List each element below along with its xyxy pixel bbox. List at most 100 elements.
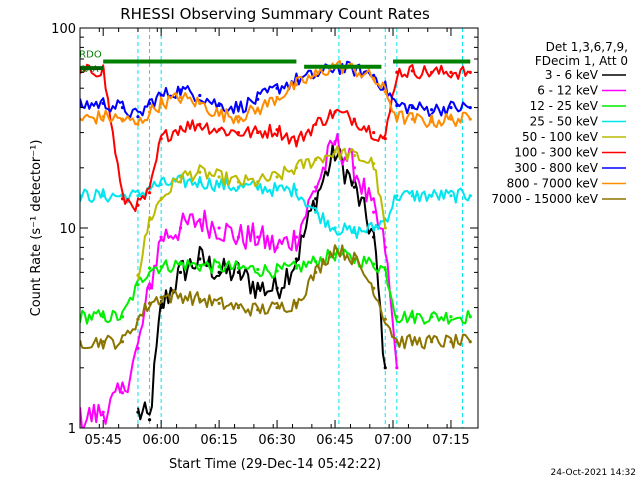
data-point (178, 175, 183, 179)
data-point (236, 270, 241, 274)
data-point (430, 340, 434, 344)
data-point (236, 105, 241, 110)
series-line (137, 143, 387, 421)
x-tick-label: 05:45 (84, 433, 121, 448)
legend-label: 800 - 7000 keV (507, 177, 599, 191)
data-point (449, 340, 453, 344)
legend: Det 1,3,6,7,9,FDecim 1, Att 03 - 6 keV 6 … (491, 40, 628, 206)
data-point (468, 70, 472, 74)
data-point (395, 340, 399, 344)
data-point (275, 286, 279, 290)
data-point (294, 83, 298, 87)
series-line (80, 63, 471, 212)
axes: 05:45 06:00 06:15 06:30 06:45 07:00 07:15 1 10 10… (51, 22, 479, 448)
data-point (147, 110, 152, 114)
data-point (314, 259, 318, 264)
x-tick-label: 06:30 (258, 433, 295, 448)
data-point (383, 245, 387, 249)
data-point (236, 266, 241, 270)
data-point (236, 305, 241, 310)
data-point (120, 117, 125, 121)
legend-label: 25 - 50 keV (530, 115, 599, 129)
data-point (236, 180, 241, 184)
data-point (256, 180, 260, 184)
data-point (136, 410, 140, 414)
x-tick-label: 07:00 (374, 433, 411, 448)
data-point (430, 70, 434, 74)
data-point (159, 182, 163, 187)
data-point (178, 88, 183, 92)
data-point (159, 295, 163, 299)
data-point (236, 185, 241, 189)
data-point (101, 410, 105, 414)
data-point (468, 315, 472, 319)
data-point (256, 108, 260, 112)
legend-label: 300 - 800 keV (514, 161, 598, 175)
data-point (372, 76, 376, 80)
data-point (256, 185, 260, 189)
x-tick-label: 06:15 (200, 433, 237, 448)
data-point (395, 103, 399, 108)
data-point (372, 130, 376, 135)
data-point (333, 226, 337, 230)
data-point (120, 315, 125, 319)
data-point (430, 120, 434, 124)
data-point (372, 161, 376, 166)
data-point (294, 301, 298, 305)
data-point (136, 115, 140, 119)
data-point (136, 273, 140, 277)
data-point (147, 191, 152, 195)
data-point (178, 293, 183, 298)
data-point (217, 175, 221, 179)
data-point (449, 105, 453, 110)
data-point (314, 197, 318, 201)
data-point (101, 115, 105, 119)
data-point (136, 317, 140, 321)
footer-date: 24-Oct-2021 14:32 (551, 468, 636, 478)
data-point (256, 286, 260, 290)
data-point (217, 128, 221, 132)
data-point (372, 262, 376, 266)
data-point (147, 418, 152, 422)
data-point (430, 315, 434, 319)
data-point (198, 93, 202, 98)
data-point (468, 340, 472, 344)
data-point (383, 366, 387, 370)
data-point (178, 226, 183, 230)
data-point (147, 301, 152, 305)
data-point (352, 185, 356, 189)
data-point (198, 297, 202, 301)
data-point (147, 266, 152, 270)
data-point (198, 170, 202, 174)
data-point (236, 115, 241, 119)
chart-title: RHESSI Observing Summary Count Rates (120, 5, 430, 23)
data-point (275, 128, 279, 132)
data-point (159, 235, 163, 239)
data-point (275, 175, 279, 179)
data-point (147, 286, 152, 290)
data-point (395, 194, 399, 198)
data-point (314, 210, 318, 214)
data-point (410, 194, 414, 198)
series-line (80, 247, 472, 325)
data-point (352, 257, 356, 261)
legend-label: 7000 - 15000 keV (491, 192, 598, 206)
data-point (136, 122, 140, 126)
data-point (236, 130, 241, 135)
data-point (256, 97, 260, 101)
series-line (80, 60, 471, 119)
data-point (101, 101, 105, 105)
data-point (159, 93, 163, 98)
data-point (468, 117, 472, 121)
data-point (178, 125, 183, 129)
data-point (136, 346, 140, 351)
data-point (352, 230, 356, 235)
data-point (449, 194, 453, 198)
data-point (372, 210, 376, 214)
data-point (178, 270, 183, 274)
x-tick-label: 06:00 (142, 433, 179, 448)
data-point (275, 86, 279, 90)
data-point (372, 73, 376, 77)
data-point (430, 194, 434, 198)
data-point (294, 188, 298, 192)
